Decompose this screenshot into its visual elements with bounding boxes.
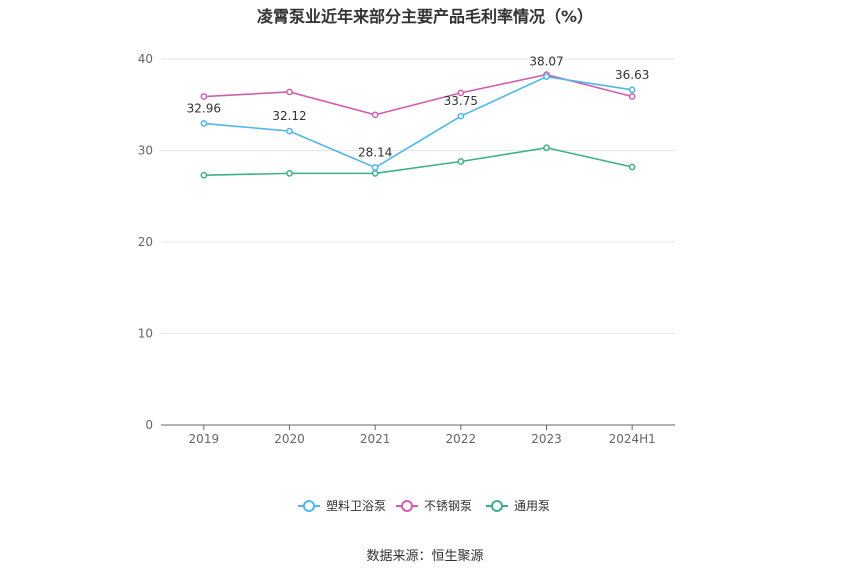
data-point bbox=[371, 111, 379, 119]
y-tick-label: 40 bbox=[138, 52, 153, 66]
x-tick-label: 2024H1 bbox=[609, 432, 656, 446]
x-tick-label: 2020 bbox=[274, 432, 305, 446]
data-point bbox=[457, 112, 465, 120]
data-point bbox=[543, 73, 550, 81]
data-point bbox=[286, 88, 293, 96]
data-label: 32.96 bbox=[187, 101, 221, 115]
legend-label: 不锈钢泵 bbox=[424, 499, 472, 513]
data-label: 38.07 bbox=[529, 55, 563, 69]
chart-title: 凌霄泵业近年来部分主要产品毛利率情况（%） bbox=[256, 7, 594, 26]
legend-label: 塑料卫浴泵 bbox=[326, 498, 386, 513]
y-tick-label: 30 bbox=[138, 144, 153, 158]
x-tick-label: 2023 bbox=[531, 432, 562, 446]
data-label: 32.12 bbox=[272, 109, 306, 123]
data-point bbox=[628, 86, 636, 94]
y-tick-label: 10 bbox=[138, 327, 153, 341]
data-point bbox=[628, 93, 636, 100]
data-source: 数据来源：恒生聚源 bbox=[366, 549, 484, 564]
data-point bbox=[286, 127, 293, 135]
data-label: 33.75 bbox=[444, 94, 478, 108]
legend-swatch-marker bbox=[401, 500, 413, 512]
data-point bbox=[457, 158, 465, 165]
series-line bbox=[203, 146, 633, 177]
data-point bbox=[457, 89, 465, 97]
data-point bbox=[200, 171, 208, 179]
data-point bbox=[543, 144, 550, 152]
data-point bbox=[286, 170, 293, 177]
legend-swatch-marker bbox=[491, 500, 503, 512]
data-point bbox=[371, 170, 379, 177]
data-label: 36.63 bbox=[615, 68, 649, 82]
data-label: 28.14 bbox=[358, 146, 392, 160]
x-tick-label: 2021 bbox=[360, 432, 391, 446]
y-tick-label: 20 bbox=[138, 235, 153, 249]
y-tick-label: 0 bbox=[145, 418, 153, 432]
legend-label: 通用泵 bbox=[514, 499, 550, 513]
data-point bbox=[200, 93, 208, 100]
data-point bbox=[200, 120, 208, 127]
legend-swatch-marker bbox=[303, 500, 315, 512]
data-point bbox=[371, 164, 379, 171]
series-line bbox=[203, 75, 633, 169]
x-tick-label: 2019 bbox=[189, 432, 220, 446]
x-tick-label: 2022 bbox=[446, 432, 477, 446]
data-point bbox=[628, 163, 636, 171]
